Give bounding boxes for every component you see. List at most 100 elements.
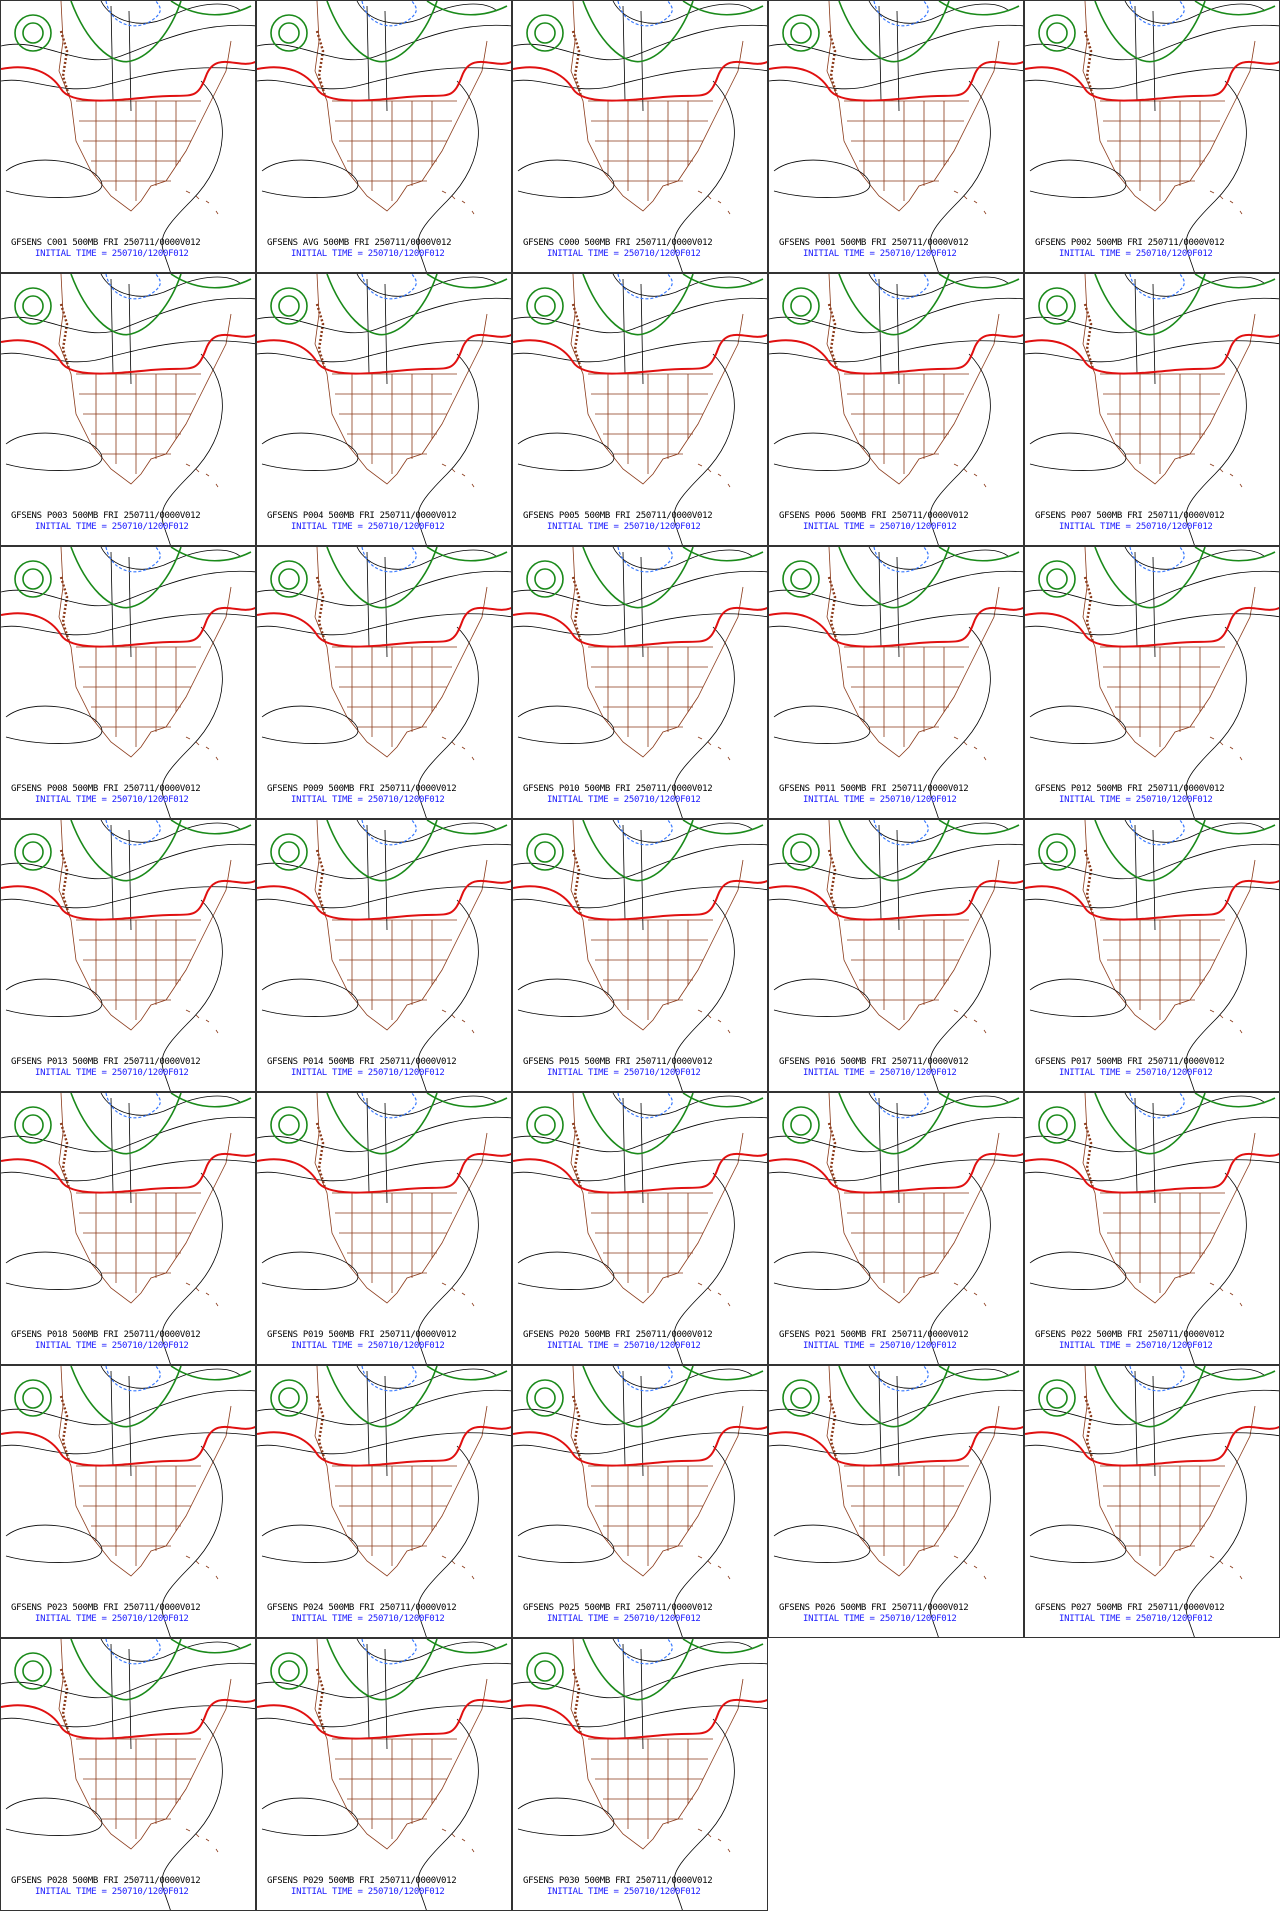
map-panel: GFSENS P025 500MB FRI 250711/0000V012 INI… (512, 1365, 768, 1638)
initial-time: INITIAL TIME = 250710/1200F012 (291, 1887, 445, 1897)
map-contours (257, 1639, 511, 1910)
initial-time: INITIAL TIME = 250710/1200F012 (291, 522, 445, 532)
map-contours (1, 274, 255, 545)
panel-title: GFSENS P014 500MB FRI 250711/0000V012 (267, 1057, 457, 1067)
map-contours (257, 1093, 511, 1364)
map-image (1, 820, 255, 1091)
initial-time: INITIAL TIME = 250710/1200F012 (803, 1341, 957, 1351)
panel-title: GFSENS P002 500MB FRI 250711/0000V012 (1035, 238, 1225, 248)
initial-time: INITIAL TIME = 250710/1200F012 (803, 522, 957, 532)
panel-title: GFSENS P015 500MB FRI 250711/0000V012 (523, 1057, 713, 1067)
panel-title: GFSENS P020 500MB FRI 250711/0000V012 (523, 1330, 713, 1340)
map-image (257, 820, 511, 1091)
map-panel: GFSENS P026 500MB FRI 250711/0000V012 INI… (768, 1365, 1024, 1638)
initial-time: INITIAL TIME = 250710/1200F012 (803, 1068, 957, 1078)
initial-time: INITIAL TIME = 250710/1200F012 (291, 249, 445, 259)
map-panel: GFSENS P019 500MB FRI 250711/0000V012 INI… (256, 1092, 512, 1365)
initial-time: INITIAL TIME = 250710/1200F012 (35, 795, 189, 805)
map-image (1, 547, 255, 818)
map-panel: GFSENS P010 500MB FRI 250711/0000V012 INI… (512, 546, 768, 819)
map-contours (769, 820, 1023, 1091)
initial-time: INITIAL TIME = 250710/1200F012 (803, 1614, 957, 1624)
map-panel: GFSENS P011 500MB FRI 250711/0000V012 INI… (768, 546, 1024, 819)
map-panel: GFSENS P016 500MB FRI 250711/0000V012 INI… (768, 819, 1024, 1092)
initial-time: INITIAL TIME = 250710/1200F012 (1059, 1341, 1213, 1351)
map-panel: GFSENS P006 500MB FRI 250711/0000V012 INI… (768, 273, 1024, 546)
panel-title: GFSENS P030 500MB FRI 250711/0000V012 (523, 1876, 713, 1886)
initial-time: INITIAL TIME = 250710/1200F012 (547, 1068, 701, 1078)
initial-time: INITIAL TIME = 250710/1200F012 (291, 1068, 445, 1078)
map-image (257, 1093, 511, 1364)
initial-time: INITIAL TIME = 250710/1200F012 (547, 522, 701, 532)
map-contours (1025, 274, 1279, 545)
initial-time: INITIAL TIME = 250710/1200F012 (803, 249, 957, 259)
initial-time: INITIAL TIME = 250710/1200F012 (547, 1341, 701, 1351)
panel-title: GFSENS P017 500MB FRI 250711/0000V012 (1035, 1057, 1225, 1067)
panel-title: GFSENS P029 500MB FRI 250711/0000V012 (267, 1876, 457, 1886)
initial-time: INITIAL TIME = 250710/1200F012 (35, 1887, 189, 1897)
panel-title: GFSENS P011 500MB FRI 250711/0000V012 (779, 784, 969, 794)
map-contours (769, 547, 1023, 818)
initial-time: INITIAL TIME = 250710/1200F012 (35, 1614, 189, 1624)
panel-title: GFSENS P008 500MB FRI 250711/0000V012 (11, 784, 201, 794)
initial-time: INITIAL TIME = 250710/1200F012 (803, 795, 957, 805)
panel-title: GFSENS P022 500MB FRI 250711/0000V012 (1035, 1330, 1225, 1340)
map-image (1, 1639, 255, 1910)
map-contours (513, 1093, 767, 1364)
map-contours (1, 1366, 255, 1637)
map-contours (257, 547, 511, 818)
map-panel: GFSENS P009 500MB FRI 250711/0000V012 INI… (256, 546, 512, 819)
map-contours (1, 820, 255, 1091)
map-image (257, 1639, 511, 1910)
map-contours (1025, 820, 1279, 1091)
map-panel: GFSENS P020 500MB FRI 250711/0000V012 INI… (512, 1092, 768, 1365)
map-contours (1, 1, 255, 272)
initial-time: INITIAL TIME = 250710/1200F012 (547, 1887, 701, 1897)
map-image (769, 1, 1023, 272)
panel-title: GFSENS P025 500MB FRI 250711/0000V012 (523, 1603, 713, 1613)
map-panel: GFSENS P005 500MB FRI 250711/0000V012 INI… (512, 273, 768, 546)
map-image (1025, 274, 1279, 545)
map-image (257, 1366, 511, 1637)
map-contours (1025, 1, 1279, 272)
map-image (513, 1093, 767, 1364)
map-panel: GFSENS P001 500MB FRI 250711/0000V012 INI… (768, 0, 1024, 273)
map-panel: GFSENS P014 500MB FRI 250711/0000V012 INI… (256, 819, 512, 1092)
map-contours (769, 274, 1023, 545)
map-contours (513, 1, 767, 272)
map-panel: GFSENS P003 500MB FRI 250711/0000V012 INI… (0, 273, 256, 546)
map-panel: GFSENS P023 500MB FRI 250711/0000V012 INI… (0, 1365, 256, 1638)
map-contours (1, 547, 255, 818)
map-image (769, 274, 1023, 545)
panel-title: GFSENS P012 500MB FRI 250711/0000V012 (1035, 784, 1225, 794)
map-image (769, 1093, 1023, 1364)
initial-time: INITIAL TIME = 250710/1200F012 (1059, 795, 1213, 805)
panel-title: GFSENS P005 500MB FRI 250711/0000V012 (523, 511, 713, 521)
panel-title: GFSENS C000 500MB FRI 250711/0000V012 (523, 238, 713, 248)
map-image (769, 820, 1023, 1091)
initial-time: INITIAL TIME = 250710/1200F012 (35, 249, 189, 259)
map-image (257, 274, 511, 545)
panel-title: GFSENS P021 500MB FRI 250711/0000V012 (779, 1330, 969, 1340)
map-image (257, 547, 511, 818)
map-image (1, 1366, 255, 1637)
map-image (1, 1093, 255, 1364)
map-panel: GFSENS P022 500MB FRI 250711/0000V012 INI… (1024, 1092, 1280, 1365)
map-panel: GFSENS P007 500MB FRI 250711/0000V012 INI… (1024, 273, 1280, 546)
map-panel: GFSENS AVG 500MB FRI 250711/0000V012 INIT… (256, 0, 512, 273)
panel-title: GFSENS P027 500MB FRI 250711/0000V012 (1035, 1603, 1225, 1613)
map-image (513, 820, 767, 1091)
map-image (1025, 547, 1279, 818)
map-panel: GFSENS P004 500MB FRI 250711/0000V012 INI… (256, 273, 512, 546)
map-image (769, 547, 1023, 818)
map-image (769, 1366, 1023, 1637)
map-contours (769, 1, 1023, 272)
map-image (1025, 1366, 1279, 1637)
map-image (513, 547, 767, 818)
panel-title: GFSENS P013 500MB FRI 250711/0000V012 (11, 1057, 201, 1067)
panel-title: GFSENS P010 500MB FRI 250711/0000V012 (523, 784, 713, 794)
map-contours (257, 274, 511, 545)
map-contours (1025, 547, 1279, 818)
map-panel: GFSENS P015 500MB FRI 250711/0000V012 INI… (512, 819, 768, 1092)
